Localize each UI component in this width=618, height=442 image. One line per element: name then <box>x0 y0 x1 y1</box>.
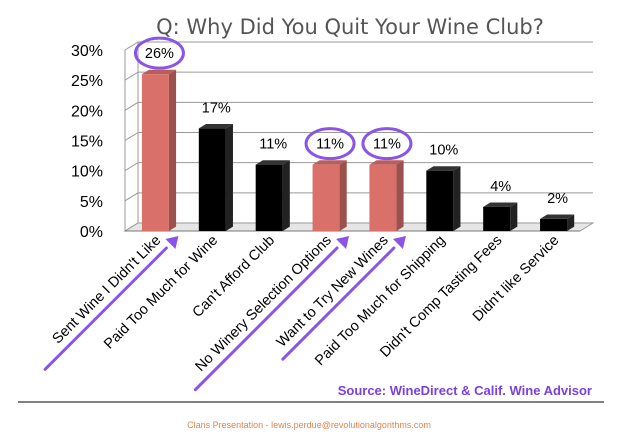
bar-top <box>141 69 177 75</box>
highlight-circle <box>304 127 356 161</box>
gridline-side <box>124 101 139 111</box>
y-tick-label: 10% <box>71 164 103 181</box>
highlight-underline <box>281 246 396 361</box>
highlight-underline <box>193 246 339 392</box>
gridline-side <box>124 192 139 202</box>
value-label: 17% <box>202 100 231 116</box>
highlight-underline <box>43 246 168 371</box>
chart-floor <box>123 222 595 232</box>
bar-side <box>168 69 177 231</box>
bar <box>198 128 226 231</box>
bar <box>540 218 568 231</box>
gridline-side <box>124 162 139 172</box>
value-label: 11% <box>259 137 287 153</box>
bar-top <box>255 160 290 165</box>
bar-top <box>312 160 347 165</box>
bar-side <box>225 124 233 231</box>
y-tick-label: 0% <box>80 224 103 241</box>
bar-side <box>396 160 404 231</box>
gridline-side <box>124 132 139 141</box>
bar <box>255 164 283 231</box>
chart-body: 0% 5% 10% 15% 20% 25% 30% 26% Sent Wine I Didn't… <box>43 36 595 392</box>
y-tick-label: 5% <box>80 194 103 211</box>
highlight-circle <box>133 36 185 70</box>
bar-top <box>540 214 575 219</box>
bar <box>426 170 454 231</box>
highlight-circle <box>361 127 413 161</box>
chart-title: Q: Why Did You Quit Your Wine Club? <box>156 15 544 39</box>
bar-top <box>369 160 404 165</box>
bar-side <box>282 160 290 231</box>
footer-note: Clans Presentation - lewis.perdue@revolu… <box>187 420 431 430</box>
highlight-arrow <box>392 236 406 249</box>
bar-top <box>426 166 461 171</box>
bar-side <box>510 202 518 231</box>
bar <box>141 74 169 231</box>
bar-side <box>567 214 575 231</box>
bar-top <box>483 202 518 207</box>
value-label: 26% <box>145 46 174 62</box>
bar-side <box>339 160 347 231</box>
bar-top <box>198 124 233 129</box>
highlight-arrow <box>336 236 350 249</box>
y-tick-label: 30% <box>71 43 103 60</box>
highlight-arrow <box>165 236 179 249</box>
gridline-side <box>124 71 139 81</box>
y-tick-label: 25% <box>71 73 103 90</box>
category-label: Paid Too Much for Wine <box>101 233 221 353</box>
source-credit: Source: WineDirect & Calif. Wine Advisor <box>338 383 592 398</box>
value-label: 10% <box>429 143 458 159</box>
bar-side <box>453 166 461 231</box>
value-label: 11% <box>316 137 344 153</box>
value-label: 11% <box>373 137 401 153</box>
value-label: 4% <box>490 179 511 195</box>
value-label: 2% <box>547 191 568 207</box>
bar <box>483 206 511 231</box>
bar <box>369 164 397 231</box>
bar <box>312 164 340 231</box>
y-tick-label: 15% <box>71 134 103 151</box>
category-label: Sent Wine I Didn't Like <box>50 233 165 348</box>
y-tick-label: 20% <box>71 103 103 120</box>
gridline-side <box>124 41 139 51</box>
